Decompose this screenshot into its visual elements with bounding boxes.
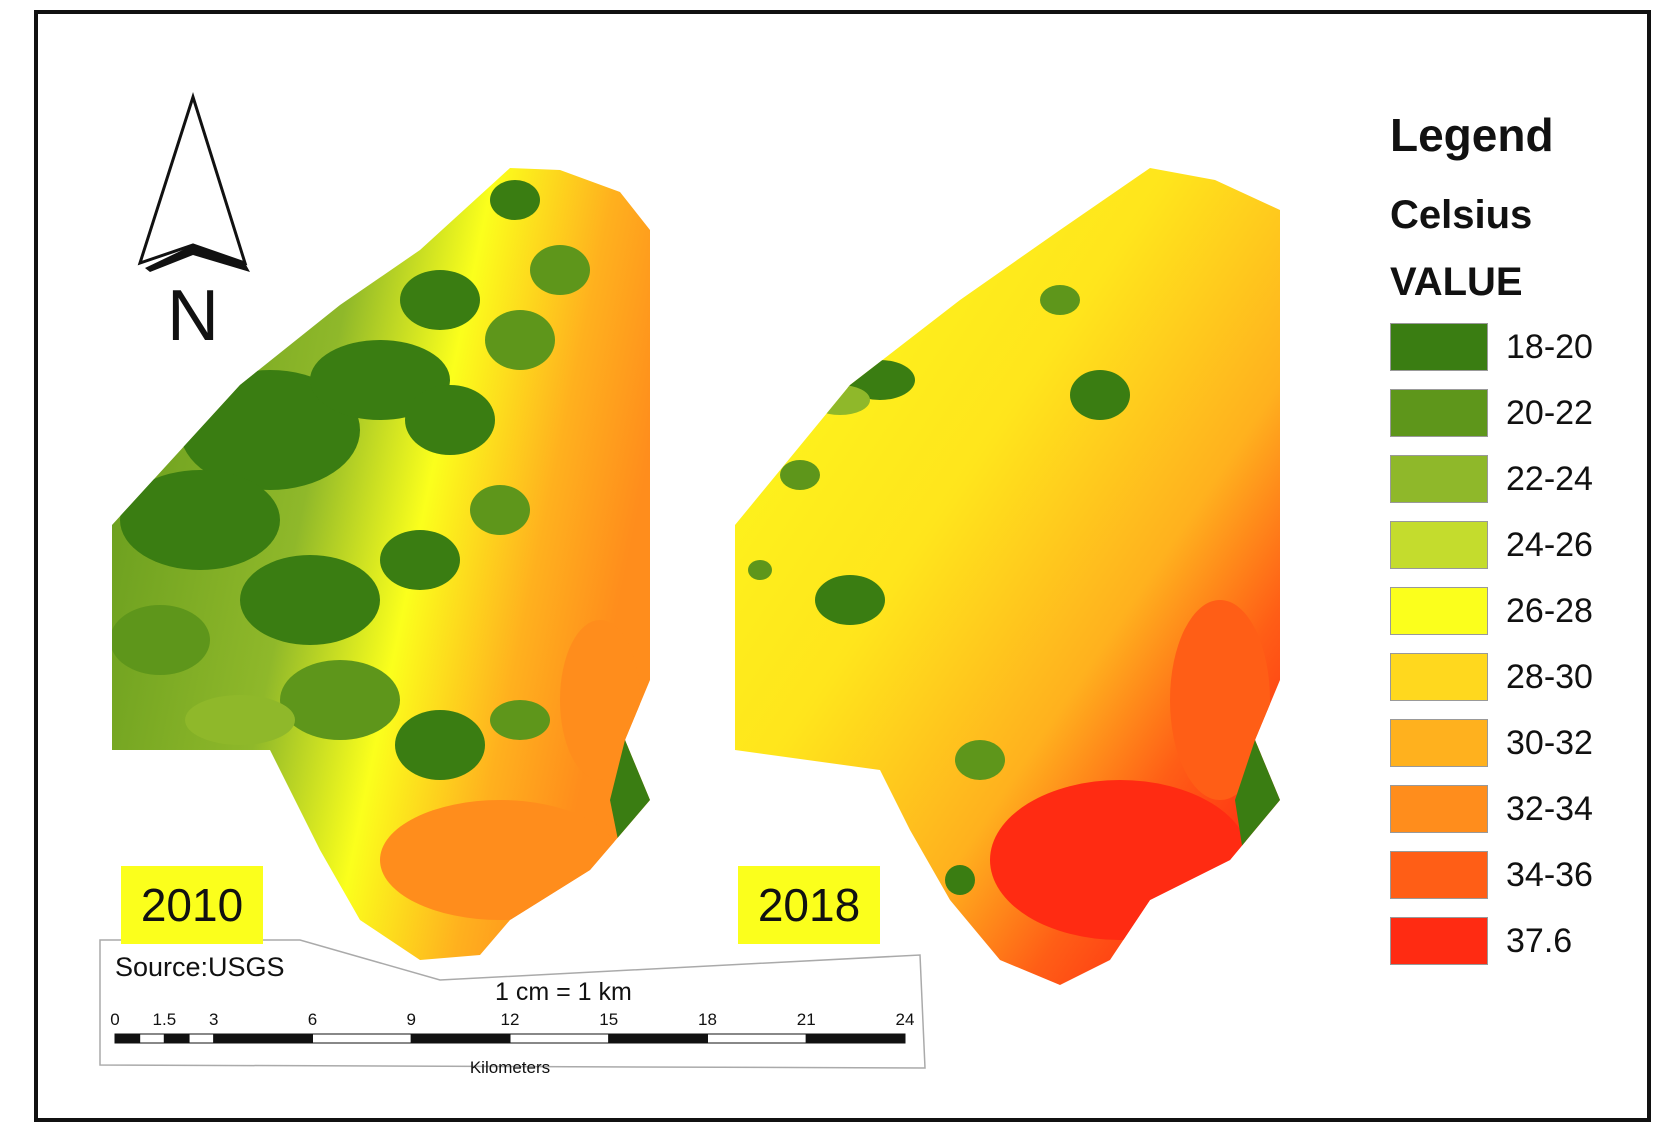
- legend-item: 22-24: [1390, 454, 1593, 504]
- legend-item: 32-34: [1390, 784, 1593, 834]
- legend-swatch: [1390, 323, 1488, 371]
- scale-segment: [805, 1033, 906, 1044]
- legend-label: 22-24: [1506, 459, 1593, 498]
- scale-note: 1 cm = 1 km: [495, 978, 632, 1006]
- legend-label: 30-32: [1506, 723, 1593, 762]
- year-label-2010: 2010: [121, 866, 263, 944]
- scale-tick: 21: [796, 1010, 816, 1029]
- legend-label: 32-34: [1506, 789, 1593, 828]
- legend-swatch: [1390, 455, 1488, 503]
- legend-field: VALUE: [1390, 260, 1523, 304]
- north-label: N: [167, 276, 219, 356]
- scale-segment: [410, 1033, 511, 1044]
- legend-subtitle: Celsius: [1390, 193, 1533, 237]
- legend-swatch: [1390, 917, 1488, 965]
- scale-segment: [213, 1033, 313, 1044]
- scale-tick: 9: [406, 1010, 416, 1029]
- scale-tick: 15: [599, 1010, 619, 1029]
- scale-segment: [707, 1033, 807, 1044]
- legend-label: 37.6: [1506, 921, 1573, 960]
- scale-segment: [608, 1033, 708, 1044]
- legend-swatch: [1390, 521, 1488, 569]
- scale-unit-label: Kilometers: [469, 1058, 551, 1077]
- legend-swatch: [1390, 587, 1488, 635]
- legend-label: 34-36: [1506, 855, 1593, 894]
- scale-segment: [188, 1033, 215, 1044]
- legend-item: 18-20: [1390, 322, 1593, 372]
- legend-swatch: [1390, 653, 1488, 701]
- legend-item: 24-26: [1390, 520, 1593, 570]
- scale-tick: 1.5: [152, 1010, 177, 1029]
- scale-tick: 6: [307, 1010, 318, 1029]
- scale-segment: [163, 1033, 190, 1044]
- north-arrow-icon: N: [137, 92, 250, 356]
- legend-item: 26-28: [1390, 586, 1593, 636]
- legend-item: 28-30: [1390, 652, 1593, 702]
- scale-segment: [509, 1033, 610, 1044]
- source-label: Source:USGS: [115, 952, 285, 982]
- scale-tick: 18: [698, 1010, 717, 1029]
- legend-item: 20-22: [1390, 388, 1593, 438]
- legend-label: 26-28: [1506, 591, 1593, 630]
- legend-swatch: [1390, 389, 1488, 437]
- legend-swatch: [1390, 719, 1488, 767]
- legend-title: Legend: [1390, 109, 1554, 161]
- legend-swatch: [1390, 851, 1488, 899]
- legend-swatch: [1390, 785, 1488, 833]
- legend-item: 30-32: [1390, 718, 1593, 768]
- legend-label: 18-20: [1506, 327, 1593, 366]
- scale-bar: [99, 939, 926, 1069]
- scale-segment: [114, 1033, 141, 1044]
- legend-label: 28-30: [1506, 657, 1593, 696]
- legend-label: 20-22: [1506, 393, 1593, 432]
- legend-label: 24-26: [1506, 525, 1593, 564]
- scale-tick: 24: [895, 1010, 915, 1029]
- scale-segment: [312, 1033, 412, 1044]
- scale-segment: [139, 1033, 165, 1044]
- year-label-2018: 2018: [738, 866, 880, 944]
- legend-item: 37.6: [1390, 916, 1572, 966]
- legend-item: 34-36: [1390, 850, 1593, 900]
- scale-tick: 12: [500, 1010, 520, 1029]
- scale-tick: 3: [209, 1010, 219, 1029]
- scale-tick: 0: [110, 1010, 120, 1029]
